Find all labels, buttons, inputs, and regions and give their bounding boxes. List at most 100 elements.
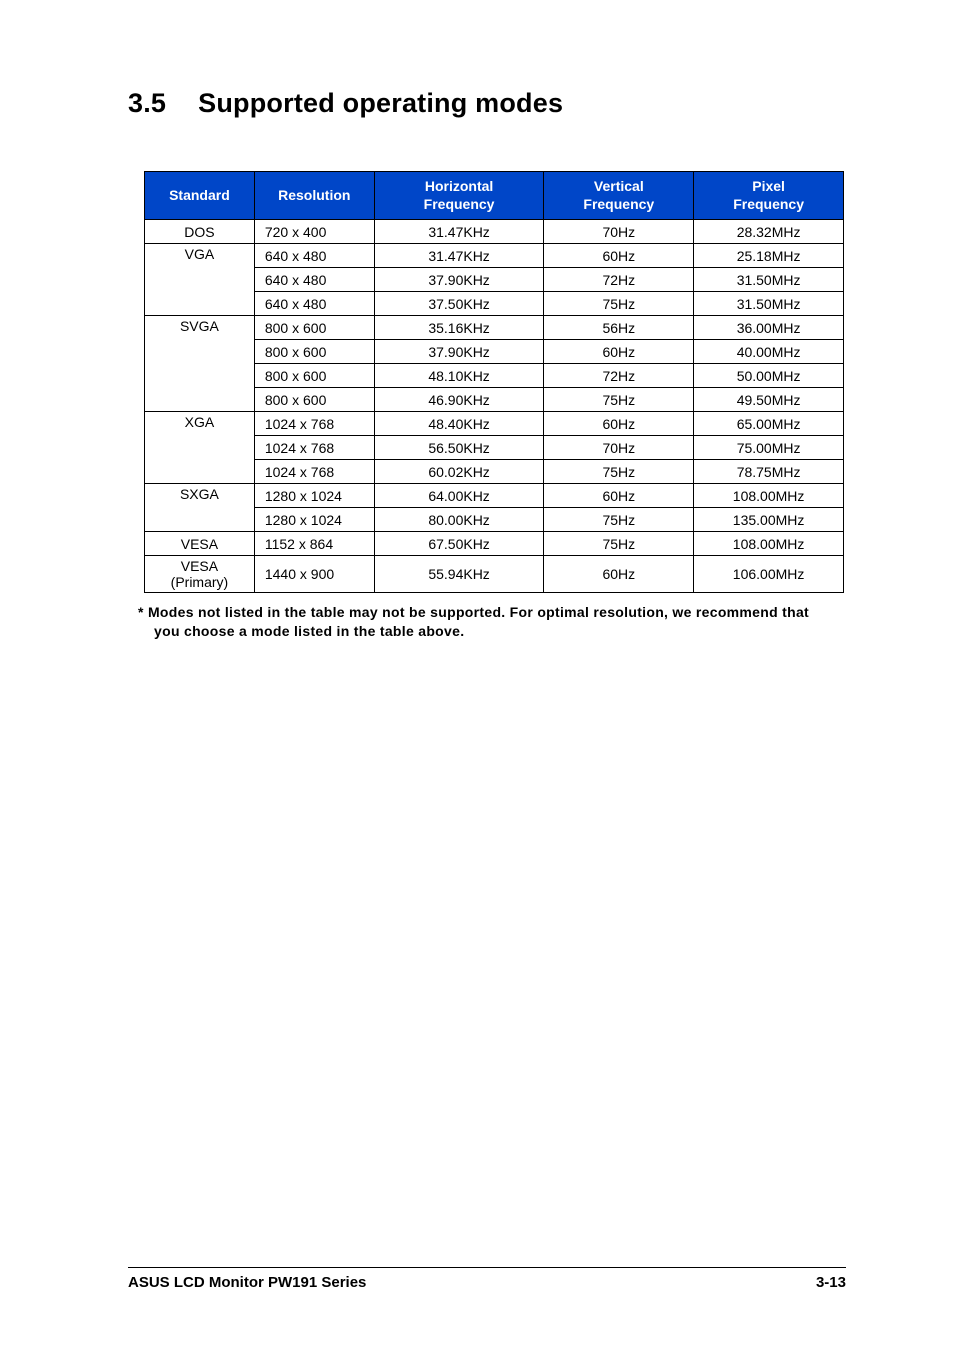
section-number: 3.5 [128,88,166,119]
col-resolution: Resolution [254,172,374,220]
cell-vertical-freq: 72Hz [544,268,694,292]
cell-pixel-freq: 25.18MHz [694,244,844,268]
cell-resolution: 640 x 480 [254,244,374,268]
cell-horizontal-freq: 48.40KHz [374,412,544,436]
table-row: SXGA 1280 x 102464.00KHz60Hz108.00MHz [145,484,844,508]
cell-vertical-freq: 75Hz [544,508,694,532]
cell-vertical-freq: 60Hz [544,556,694,593]
table-row: XGA 1024 x 76848.40KHz60Hz65.00MHz [145,412,844,436]
section-heading: 3.5 Supported operating modes [128,88,846,119]
cell-standard-line: VGA [185,246,215,262]
cell-vertical-freq: 56Hz [544,316,694,340]
cell-pixel-freq: 28.32MHz [694,220,844,244]
cell-horizontal-freq: 64.00KHz [374,484,544,508]
cell-standard: VGA [145,244,255,316]
footnote-text: * Modes not listed in the table may not … [138,603,838,641]
col-pixel-l2: Frequency [733,196,804,212]
cell-standard: SVGA [145,316,255,412]
cell-vertical-freq: 75Hz [544,292,694,316]
table-row: SVGA 800 x 60035.16KHz56Hz36.00MHz [145,316,844,340]
cell-standard-line: DOS [184,224,214,240]
cell-resolution: 1024 x 768 [254,436,374,460]
cell-standard: XGA [145,412,255,484]
table-row: VESA(Primary)1440 x 90055.94KHz60Hz106.0… [145,556,844,593]
cell-resolution: 800 x 600 [254,388,374,412]
cell-pixel-freq: 40.00MHz [694,340,844,364]
col-vertical-l1: Vertical [594,178,644,194]
cell-standard-line: VESA [181,536,218,552]
cell-pixel-freq: 135.00MHz [694,508,844,532]
col-vertical-l2: Frequency [583,196,654,212]
cell-vertical-freq: 70Hz [544,220,694,244]
cell-pixel-freq: 49.50MHz [694,388,844,412]
cell-resolution: 1152 x 864 [254,532,374,556]
cell-standard: VESA [145,532,255,556]
cell-vertical-freq: 70Hz [544,436,694,460]
cell-horizontal-freq: 37.50KHz [374,292,544,316]
cell-standard: VESA(Primary) [145,556,255,593]
table-row: VGA 640 x 48031.47KHz60Hz25.18MHz [145,244,844,268]
cell-pixel-freq: 75.00MHz [694,436,844,460]
col-standard-l1: Standard [169,187,230,203]
cell-pixel-freq: 108.00MHz [694,532,844,556]
cell-vertical-freq: 60Hz [544,412,694,436]
cell-resolution: 800 x 600 [254,316,374,340]
cell-vertical-freq: 60Hz [544,244,694,268]
cell-horizontal-freq: 31.47KHz [374,220,544,244]
cell-vertical-freq: 75Hz [544,460,694,484]
cell-resolution: 800 x 600 [254,364,374,388]
col-horizontal-l1: Horizontal [425,178,493,194]
cell-standard: DOS [145,220,255,244]
cell-resolution: 640 x 480 [254,268,374,292]
footnote: * Modes not listed in the table may not … [138,603,838,641]
cell-vertical-freq: 60Hz [544,340,694,364]
table-row: DOS 720 x 40031.47KHz70Hz28.32MHz [145,220,844,244]
cell-vertical-freq: 75Hz [544,532,694,556]
cell-resolution: 640 x 480 [254,292,374,316]
cell-vertical-freq: 60Hz [544,484,694,508]
cell-pixel-freq: 50.00MHz [694,364,844,388]
cell-standard-line: VESA [181,558,218,574]
table-header: Standard Resolution HorizontalFrequency … [145,172,844,220]
cell-pixel-freq: 31.50MHz [694,292,844,316]
page-footer: ASUS LCD Monitor PW191 Series 3-13 [128,1267,846,1291]
cell-horizontal-freq: 35.16KHz [374,316,544,340]
col-pixel: PixelFrequency [694,172,844,220]
cell-pixel-freq: 36.00MHz [694,316,844,340]
cell-horizontal-freq: 48.10KHz [374,364,544,388]
cell-horizontal-freq: 60.02KHz [374,460,544,484]
cell-resolution: 1024 x 768 [254,460,374,484]
cell-standard-line: XGA [185,414,215,430]
cell-pixel-freq: 108.00MHz [694,484,844,508]
cell-standard-line: SVGA [180,318,219,334]
footer-right: 3-13 [816,1274,846,1291]
col-horizontal: Horizontal Frequency [374,172,544,220]
cell-standard-line: SXGA [180,486,219,502]
cell-vertical-freq: 72Hz [544,364,694,388]
cell-pixel-freq: 65.00MHz [694,412,844,436]
cell-resolution: 1280 x 1024 [254,484,374,508]
col-horizontal-l2: Frequency [424,196,495,212]
cell-horizontal-freq: 31.47KHz [374,244,544,268]
cell-standard-line: (Primary) [171,574,229,590]
cell-resolution: 720 x 400 [254,220,374,244]
cell-horizontal-freq: 67.50KHz [374,532,544,556]
col-vertical: Vertical Frequency [544,172,694,220]
footer-left: ASUS LCD Monitor PW191 Series [128,1274,366,1291]
cell-horizontal-freq: 37.90KHz [374,268,544,292]
cell-pixel-freq: 31.50MHz [694,268,844,292]
cell-horizontal-freq: 46.90KHz [374,388,544,412]
cell-resolution: 1024 x 768 [254,412,374,436]
cell-standard: SXGA [145,484,255,532]
section-title: Supported operating modes [198,88,563,118]
page: 3.5 Supported operating modes Standard Re… [0,0,954,1351]
cell-horizontal-freq: 55.94KHz [374,556,544,593]
cell-resolution: 800 x 600 [254,340,374,364]
cell-resolution: 1440 x 900 [254,556,374,593]
cell-horizontal-freq: 80.00KHz [374,508,544,532]
col-standard: Standard [145,172,255,220]
operating-modes-table: Standard Resolution HorizontalFrequency … [144,171,844,593]
col-resolution-l1: Resolution [278,187,350,203]
cell-pixel-freq: 78.75MHz [694,460,844,484]
cell-resolution: 1280 x 1024 [254,508,374,532]
